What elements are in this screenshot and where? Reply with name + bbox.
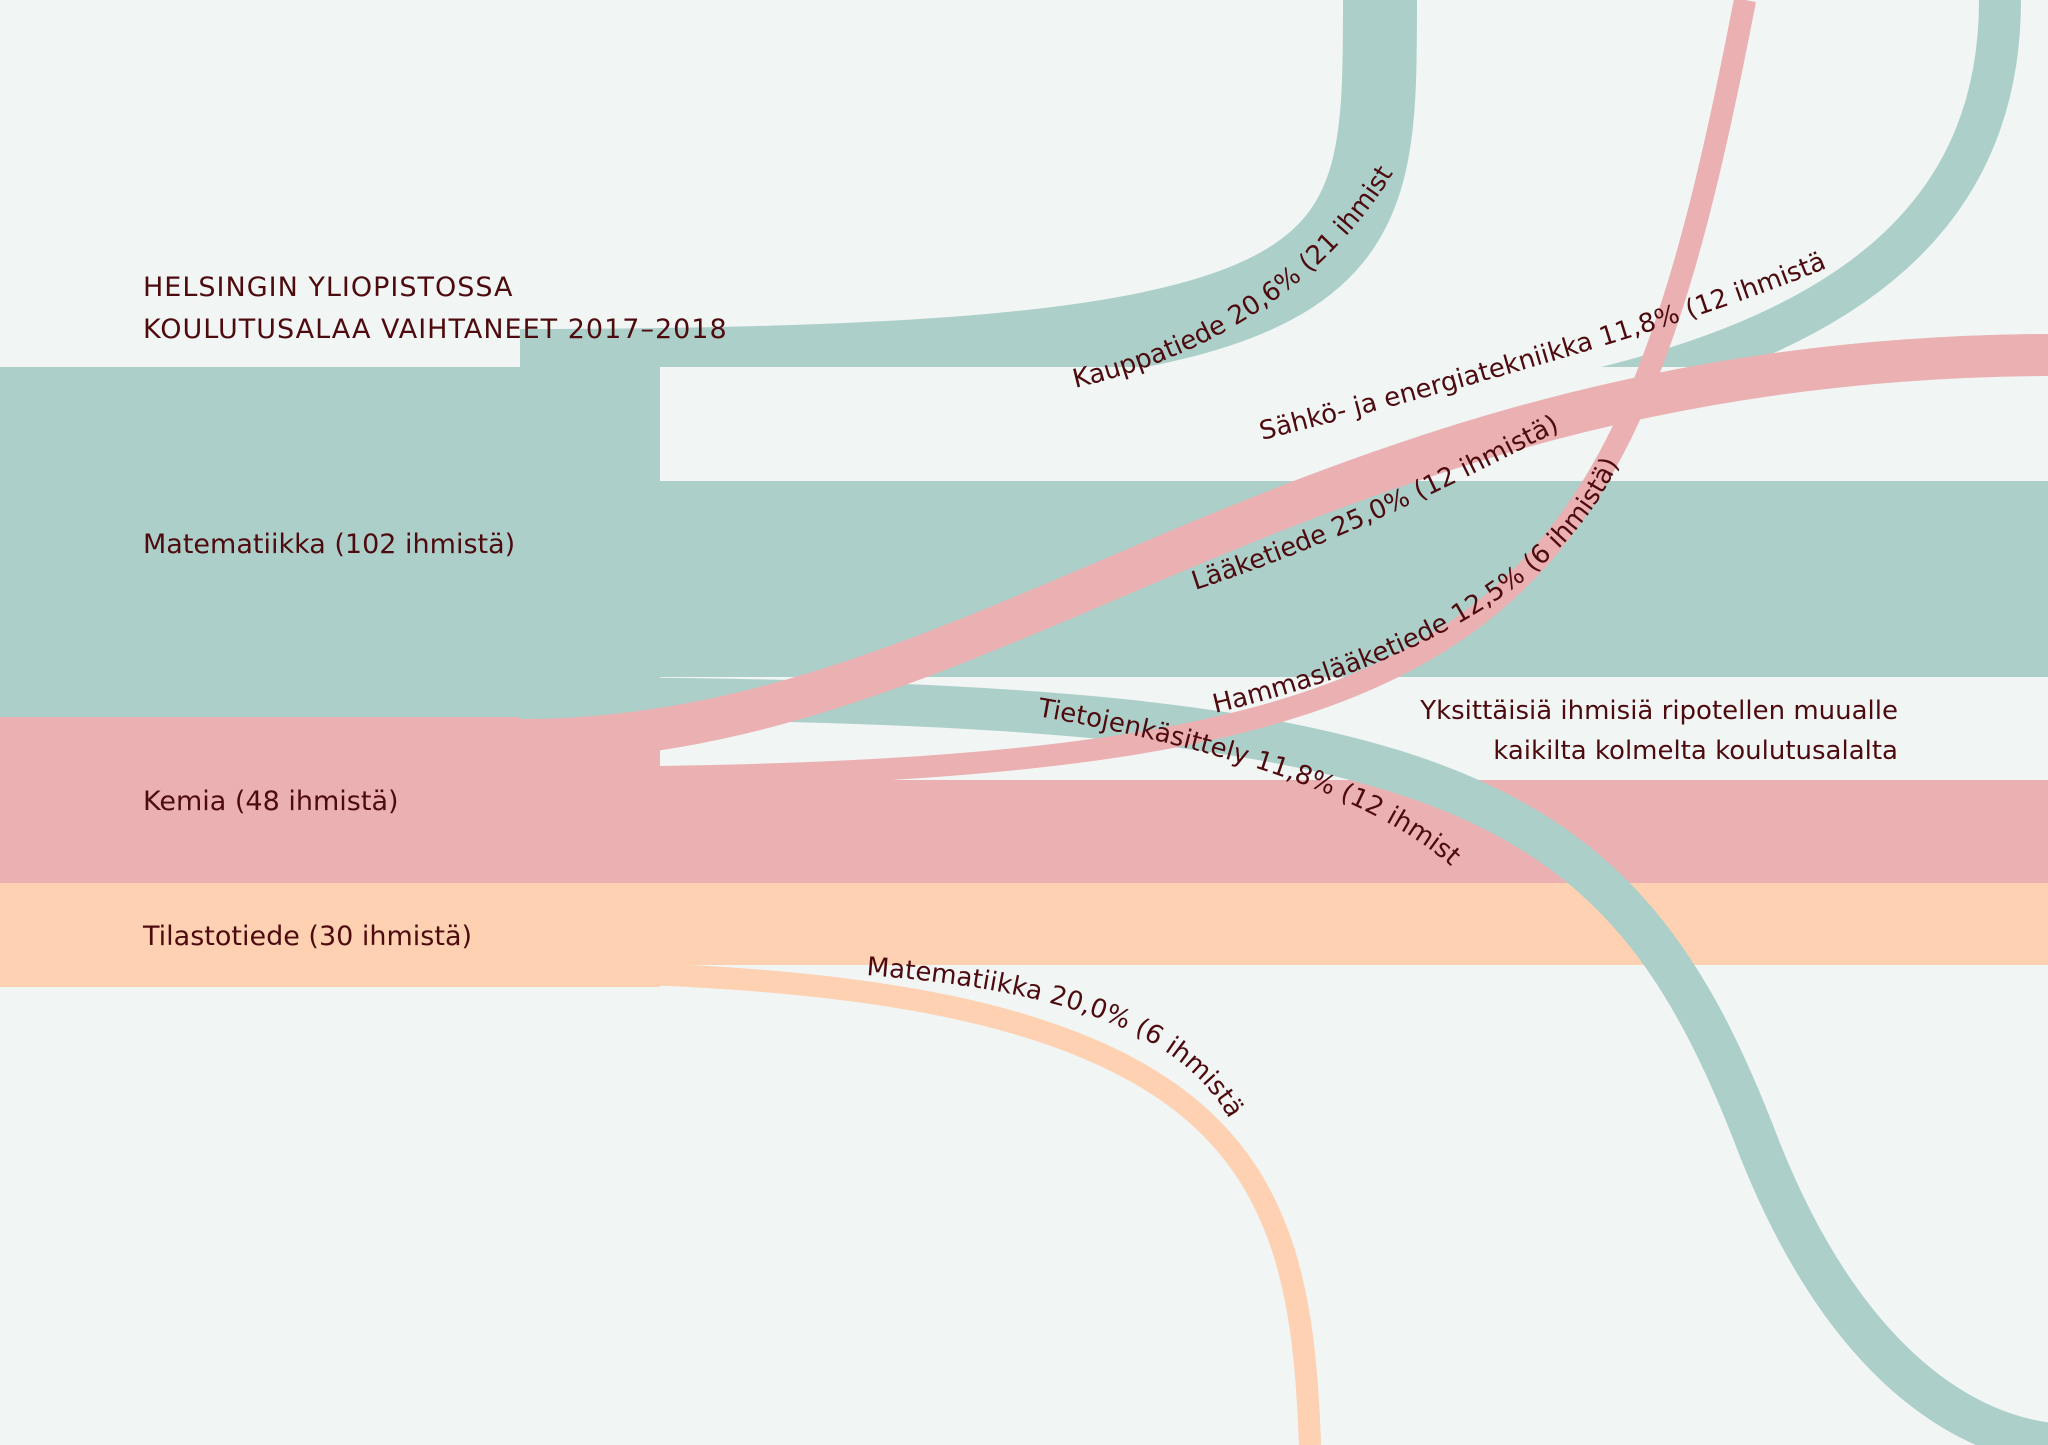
flow-tilasto-matematiikka-over xyxy=(519,961,1321,1445)
chart-title-line-2: KOULUTUSALAA VAIHTANEET 2017–2018 xyxy=(143,314,728,345)
source-label-tilastotiede: Tilastotiede (30 ihmistä) xyxy=(142,921,472,952)
source-label-matematiikka: Matematiikka (102 ihmistä) xyxy=(143,529,515,560)
note-line-2: kaikilta kolmelta koulutusalalta xyxy=(1493,736,1898,766)
chart-title-line-1: HELSINGIN YLIOPISTOSSA xyxy=(143,272,514,303)
flow-hammaslaaketiede-over xyxy=(519,0,1756,789)
flow-laaketiede-over xyxy=(519,334,2048,761)
flow-kauppatiede xyxy=(519,0,1417,403)
source-label-kemia: Kemia (48 ihmistä) xyxy=(143,786,399,817)
note-line-1: Yksittäisiä ihmisiä ripotellen muualle xyxy=(1419,696,1898,726)
flow-tietojenkasittely-over xyxy=(519,677,2048,1445)
